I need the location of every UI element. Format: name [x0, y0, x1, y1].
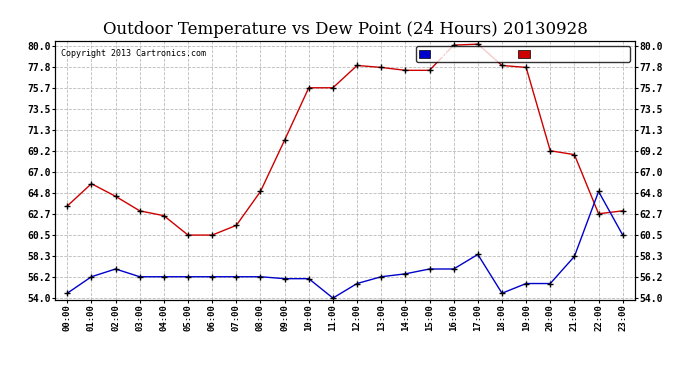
- Text: Copyright 2013 Cartronics.com: Copyright 2013 Cartronics.com: [61, 49, 206, 58]
- Title: Outdoor Temperature vs Dew Point (24 Hours) 20130928: Outdoor Temperature vs Dew Point (24 Hou…: [103, 21, 587, 38]
- Legend: Dew Point (°F), Temperature (°F): Dew Point (°F), Temperature (°F): [416, 46, 630, 62]
